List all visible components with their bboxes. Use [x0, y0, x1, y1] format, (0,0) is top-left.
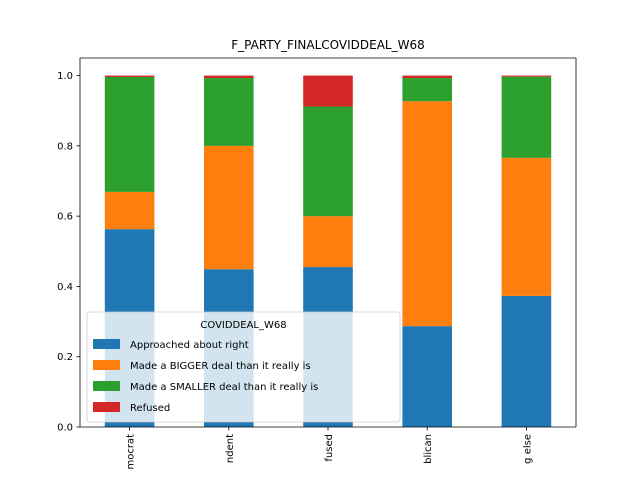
y-tick-label: 0.2: [57, 352, 73, 363]
bar-segment-approached-about-right-blican: [402, 326, 452, 427]
legend-swatch-made-a-bigger-deal-than-it-really-is: [93, 360, 120, 370]
y-tick-label: 1.0: [57, 71, 73, 82]
bar-segment-approached-about-right-g-else: [501, 295, 552, 427]
bar-segment-made-a-bigger-deal-than-it-really-is-ndent: [204, 145, 254, 270]
bar-segment-made-a-bigger-deal-than-it-really-is-g-else: [501, 157, 552, 296]
axes-group: 0.0 0.2 0.4 0.6 0.8 1.0 mocrat ndent fused blican…: [57, 57, 577, 470]
bar-segment-made-a-bigger-deal-than-it-really-is-fused: [303, 216, 353, 268]
legend: COVIDDEAL_W68 Approached about right Made …: [86, 311, 401, 423]
x-tick-label-mocrat: mocrat: [126, 434, 137, 470]
y-tick-label: 0.8: [57, 141, 73, 152]
legend-label-made-a-bigger-deal-than-it-really-is: Made a BIGGER deal than it really is: [130, 361, 311, 372]
bar-segment-refused-g-else: [501, 75, 552, 77]
x-tick-label-ndent: ndent: [225, 434, 236, 463]
bar-segment-made-a-smaller-deal-than-it-really-is-blican: [402, 78, 452, 102]
chart-title: F_PARTY_FINALCOVIDDEAL_W68: [231, 38, 424, 52]
y-tick-label: 0.4: [57, 282, 73, 293]
x-tick-label-fused: fused: [324, 434, 335, 462]
bar-segment-refused-blican: [402, 75, 452, 79]
y-tick-label: 0.0: [57, 423, 73, 434]
legend-label-approached-about-right: Approached about right: [130, 340, 249, 351]
legend-swatch-refused: [93, 402, 120, 412]
legend-box: [86, 311, 401, 423]
legend-label-refused: Refused: [130, 403, 170, 414]
bar-segment-refused-mocrat: [104, 75, 155, 77]
bar-segment-made-a-smaller-deal-than-it-really-is-fused: [303, 106, 353, 217]
legend-label-made-a-smaller-deal-than-it-really-is: Made a SMALLER deal than it really is: [130, 382, 318, 393]
y-tick-label: 0.6: [57, 212, 73, 223]
bar-segment-made-a-bigger-deal-than-it-really-is-mocrat: [104, 191, 155, 230]
bar-segment-made-a-smaller-deal-than-it-really-is-g-else: [501, 76, 552, 158]
bar-segment-made-a-bigger-deal-than-it-really-is-blican: [402, 101, 452, 327]
bar-segment-made-a-smaller-deal-than-it-really-is-ndent: [204, 78, 254, 146]
bar-segment-refused-ndent: [204, 75, 254, 79]
legend-swatch-made-a-smaller-deal-than-it-really-is: [93, 381, 120, 391]
legend-title: COVIDDEAL_W68: [200, 320, 286, 331]
bar-segment-refused-fused: [303, 75, 353, 107]
x-tick-label-blican: blican: [423, 434, 434, 464]
x-tick-label-g-else: g else: [522, 434, 533, 464]
legend-swatch-approached-about-right: [93, 339, 120, 349]
bar-segment-made-a-smaller-deal-than-it-really-is-mocrat: [104, 76, 155, 192]
